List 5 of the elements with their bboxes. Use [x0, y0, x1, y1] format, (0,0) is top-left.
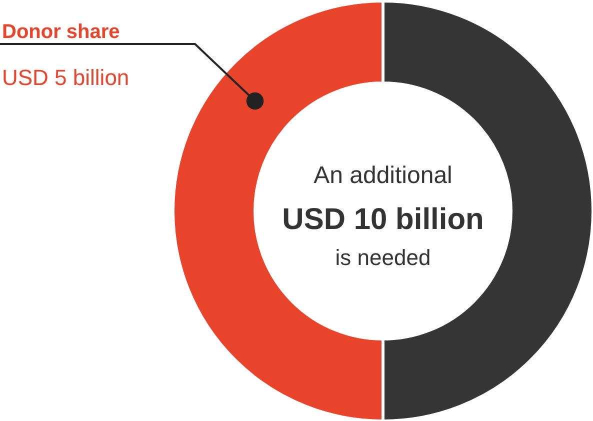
text: An additional [314, 162, 452, 189]
slice-label: Donor share [2, 21, 120, 43]
text: is needed [335, 245, 431, 270]
text: USD 10 billion [282, 203, 484, 236]
data-label: USD 5 billion [2, 65, 130, 90]
